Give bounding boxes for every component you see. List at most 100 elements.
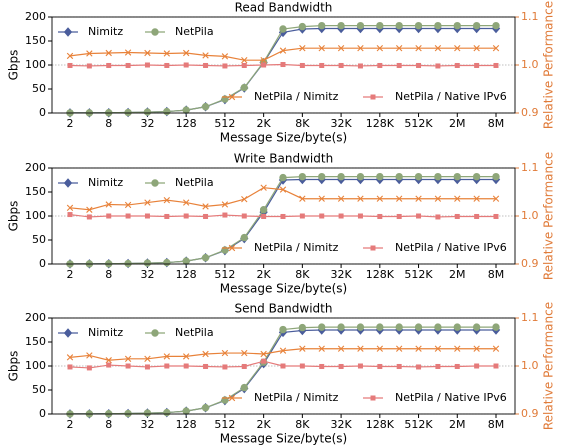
legend-label: NetPila / Native IPv6	[395, 90, 507, 103]
y2-axis-label: Relative Performance	[542, 1, 556, 129]
marker	[67, 62, 73, 68]
marker	[163, 50, 171, 57]
legend-label: Nimitz	[88, 25, 123, 38]
marker	[86, 365, 92, 371]
marker	[164, 62, 170, 68]
marker	[260, 350, 267, 358]
marker	[396, 363, 402, 369]
marker	[377, 363, 383, 369]
marker	[86, 214, 92, 220]
marker	[299, 363, 305, 369]
marker	[63, 328, 73, 338]
marker	[124, 409, 132, 418]
marker	[474, 213, 480, 219]
marker	[279, 173, 287, 182]
x-tick-label: 32	[140, 268, 154, 281]
marker	[279, 186, 287, 193]
marker	[86, 63, 92, 69]
marker	[203, 62, 209, 68]
marker	[357, 45, 364, 52]
marker	[395, 45, 403, 52]
marker	[228, 244, 236, 252]
marker	[241, 213, 247, 219]
x-axis-label: Message Size/byte(s)	[220, 282, 348, 296]
x-tick-label: 8M	[488, 268, 505, 281]
marker	[240, 383, 248, 392]
x-tick-label: 8K	[295, 418, 310, 431]
x-tick-label: 32K	[330, 418, 352, 431]
marker	[86, 206, 93, 213]
plot-frame	[51, 167, 516, 265]
marker	[415, 45, 422, 52]
marker	[241, 196, 248, 203]
y-tick-label: 150	[25, 34, 46, 47]
marker	[299, 45, 306, 52]
marker	[143, 108, 152, 116]
marker	[356, 21, 365, 30]
marker	[203, 363, 209, 369]
marker	[395, 21, 403, 30]
y2-tick-label: 1.0	[521, 58, 539, 71]
marker	[435, 214, 441, 220]
legend-label: NetPila	[175, 176, 214, 189]
marker	[182, 353, 190, 360]
y-axis-label: Gbps	[7, 50, 21, 81]
marker	[474, 363, 480, 369]
marker	[434, 172, 442, 181]
x-tick-label: 2	[67, 268, 74, 281]
y2-tick-label: 0.9	[521, 407, 539, 420]
marker	[143, 259, 152, 267]
marker	[435, 363, 441, 369]
marker	[221, 349, 229, 357]
y-axis-label: Gbps	[7, 201, 21, 232]
x-tick-label: 512	[214, 268, 235, 281]
marker	[318, 172, 326, 181]
marker	[221, 201, 229, 208]
marker	[493, 363, 499, 369]
marker	[337, 195, 345, 202]
marker	[86, 50, 93, 57]
marker	[124, 108, 132, 117]
marker	[151, 179, 159, 187]
marker	[472, 172, 481, 181]
x-tick-label: 128	[176, 268, 197, 281]
marker	[357, 363, 363, 369]
marker	[260, 184, 267, 191]
x-tick-label: 2M	[449, 268, 466, 281]
marker	[279, 47, 287, 54]
y-tick-label: 100	[25, 209, 46, 222]
marker	[493, 213, 499, 219]
marker	[124, 201, 132, 209]
x-tick-label: 32	[140, 418, 154, 431]
marker	[416, 364, 422, 370]
marker	[395, 323, 403, 331]
marker	[261, 213, 267, 219]
marker	[201, 254, 210, 262]
x-tick-label: 2M	[449, 117, 466, 130]
legend-label: NetPila / Nimitz	[254, 90, 339, 103]
x-tick-label: 128K	[366, 418, 395, 431]
marker	[106, 213, 112, 219]
marker	[337, 323, 345, 331]
marker	[434, 345, 442, 352]
marker	[124, 355, 132, 362]
marker	[259, 206, 268, 214]
marker	[163, 408, 171, 417]
marker	[376, 172, 384, 181]
marker	[151, 329, 159, 337]
marker	[318, 345, 325, 352]
marker	[106, 62, 112, 68]
marker	[454, 345, 461, 352]
marker	[319, 363, 325, 369]
marker	[434, 21, 442, 30]
marker	[144, 213, 150, 219]
marker	[201, 103, 210, 111]
marker	[228, 93, 236, 101]
marker	[151, 28, 159, 36]
marker	[106, 362, 112, 368]
marker	[434, 45, 442, 52]
x-tick-label: 8M	[488, 418, 505, 431]
legend-label: NetPila / Native IPv6	[395, 391, 507, 404]
y-tick-label: 200	[25, 311, 46, 324]
